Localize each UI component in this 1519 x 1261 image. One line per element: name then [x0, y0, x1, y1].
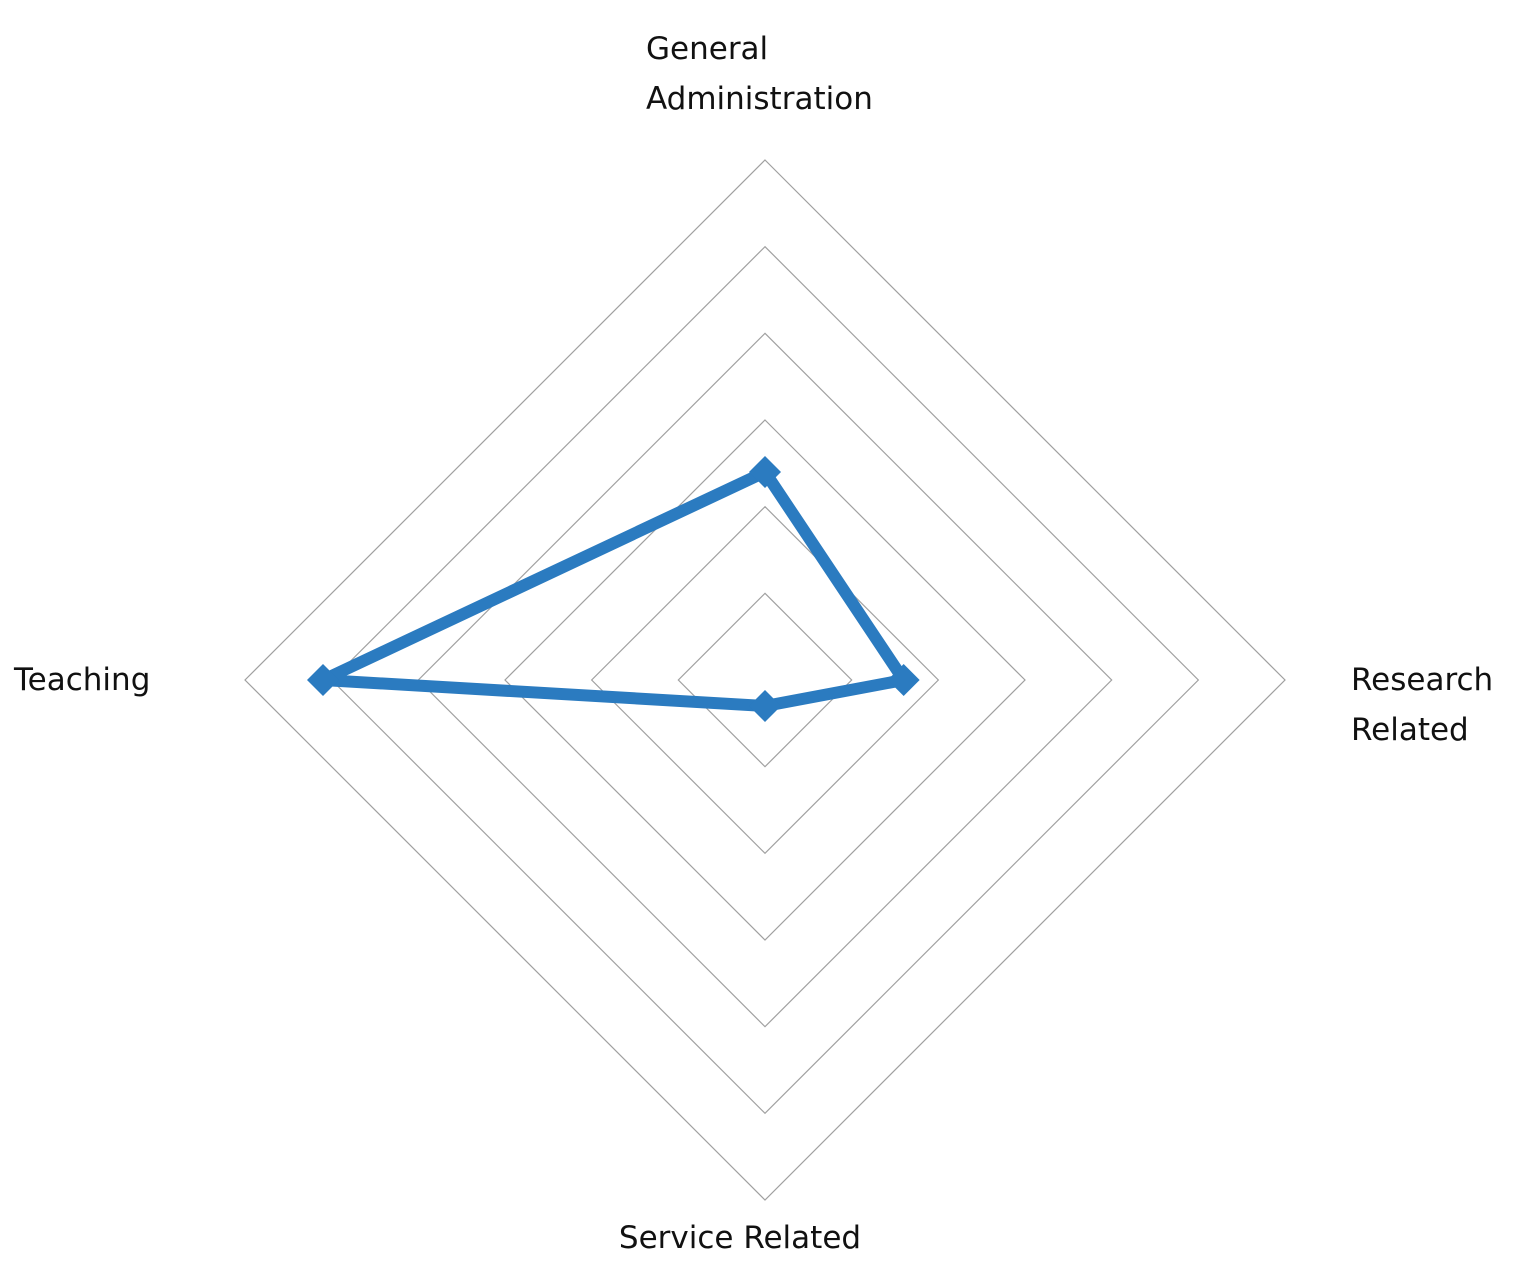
grid-ring — [590, 505, 940, 855]
marker — [749, 456, 781, 488]
axis-label: General Administration — [646, 31, 873, 117]
marker — [749, 690, 781, 722]
axis-label: Teaching — [14, 662, 151, 698]
grid-ring — [504, 419, 1026, 941]
axis-label: Service Related — [618, 1220, 862, 1256]
grid-ring — [417, 332, 1113, 1028]
marker — [887, 664, 920, 696]
series-line — [317, 466, 910, 712]
grid-ring — [330, 245, 1200, 1115]
axis-label: Research Related — [1351, 662, 1494, 748]
marker — [307, 664, 339, 696]
grid-ring — [677, 592, 853, 768]
grid-ring — [244, 159, 1286, 1201]
